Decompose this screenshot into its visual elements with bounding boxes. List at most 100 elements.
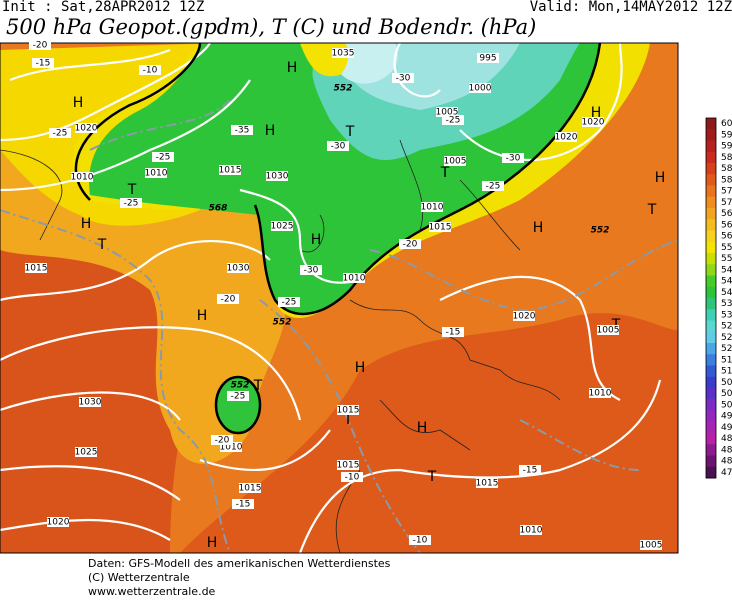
scale-swatch [706, 264, 716, 276]
label-bg [217, 294, 239, 304]
label-bg [502, 153, 524, 163]
scale-swatch [706, 129, 716, 141]
label-bg [477, 53, 499, 63]
label-bg [75, 447, 97, 457]
label-bg [421, 202, 443, 212]
label-bg [278, 297, 300, 307]
isotherm-label: -35 [235, 126, 250, 136]
map [0, 43, 678, 553]
label-bg [582, 117, 604, 127]
isotherm-label: -15 [36, 59, 51, 69]
scale-frame [705, 117, 717, 479]
scale-label: 544 [721, 277, 732, 287]
pressure-center: H [417, 420, 428, 436]
scale-label: 540 [721, 288, 732, 298]
label-bg [337, 460, 359, 470]
label-bg [341, 472, 363, 482]
geopotential-label: 552 [231, 381, 250, 391]
isotherm-label: -20 [221, 295, 236, 305]
isobar-label: 1005 [444, 157, 467, 167]
label-bg [555, 132, 577, 142]
scale-label: 564 [721, 220, 732, 230]
pressure-center: T [127, 182, 137, 198]
valid-time: Valid: Mon,14MAY2012 12Z [530, 0, 732, 15]
title: 500 hPa Geopot.(gpdm), T (C) und Bodendr… [6, 15, 536, 39]
scale-label: 548 [721, 265, 732, 275]
scale-swatch [706, 320, 716, 333]
isobar-label: 1025 [75, 448, 98, 458]
scale-label: 552 [721, 254, 732, 264]
isobar-label: 1015 [25, 264, 48, 274]
pressure-center: H [655, 170, 666, 186]
geopotential-label: 552 [273, 318, 292, 328]
scale-label: 600 [721, 119, 732, 129]
label-bg [29, 40, 51, 50]
isotherm-label: -30 [396, 74, 411, 84]
pressure-center: T [253, 378, 263, 394]
pressure-center: H [207, 535, 218, 551]
scale-swatch [706, 331, 716, 344]
label-bg [343, 273, 365, 283]
isobar-label: 1010 [589, 389, 612, 399]
isobar-label: 1005 [436, 108, 459, 118]
scale-swatch [706, 163, 716, 175]
pressure-center: T [97, 237, 107, 253]
isotherm-label: -25 [486, 182, 501, 192]
scale-label: 528 [721, 322, 732, 332]
scale-swatch [706, 230, 716, 243]
label-bg [597, 325, 619, 335]
label-bg [469, 83, 491, 93]
footer-line: Daten: GFS-Modell des amerikanischen Wet… [88, 557, 391, 570]
pressure-center: H [197, 308, 208, 324]
footer-line: (C) Wetterzentrale [88, 571, 190, 584]
isobar-label: 1025 [271, 222, 294, 232]
scale-swatch [706, 174, 716, 186]
pressure-center: H [533, 220, 544, 236]
scale-swatch [706, 354, 716, 366]
isobar-label: 1020 [582, 118, 605, 128]
label-bg [519, 465, 541, 475]
isotherm-label: -15 [523, 466, 538, 476]
pressure-center: H [355, 360, 366, 376]
footer-line: www.wetterzentrale.de [88, 585, 216, 598]
scale-swatch [706, 185, 716, 198]
label-bg [327, 141, 349, 151]
label-bg [71, 172, 93, 182]
isotherm-label: -30 [506, 154, 521, 164]
label-bg [442, 115, 464, 125]
scale-swatch [706, 298, 716, 310]
scale-swatch [706, 118, 716, 130]
isobar-label: 1010 [71, 173, 94, 183]
label-bg [300, 265, 322, 275]
isotherm-label: -25 [282, 298, 297, 308]
scale-label: 588 [721, 153, 732, 163]
isobar-label: 1005 [640, 541, 663, 551]
pressure-center: H [73, 95, 84, 111]
scale-swatch [706, 241, 716, 254]
scale-label: 492 [721, 423, 732, 433]
isotherm-label: -25 [231, 392, 246, 402]
scale-swatch [706, 275, 716, 288]
scale-swatch [706, 410, 716, 423]
label-bg [220, 442, 242, 452]
scale-label: 592 [721, 142, 732, 152]
pressure-center: T [647, 202, 657, 218]
label-bg [139, 65, 161, 75]
isotherm-label: -25 [124, 199, 139, 209]
label-bg [589, 388, 611, 398]
isotherm-label: -10 [143, 66, 158, 76]
isobar-label: 1015 [337, 406, 360, 416]
isobar-label: 1010 [343, 274, 366, 284]
scale-label: 576 [721, 187, 732, 197]
label-bg [145, 168, 167, 178]
isobar-label: 1015 [429, 223, 452, 233]
isobar-label: 1010 [145, 169, 168, 179]
scale-label: 508 [721, 378, 732, 388]
pressure-center: H [591, 105, 602, 121]
scale-swatch [706, 343, 716, 355]
scale-swatch [706, 399, 716, 411]
label-bg [520, 525, 542, 535]
scale-swatch [706, 140, 716, 153]
